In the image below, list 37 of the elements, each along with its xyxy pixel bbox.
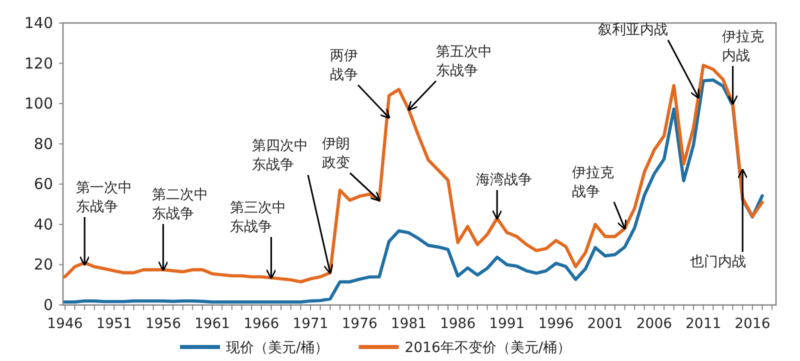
y-tick-label: 20 [34,256,53,274]
x-tick-label: 1961 [194,316,230,332]
x-tick-label: 1966 [244,316,280,332]
annotation: 也门内战 [690,254,746,270]
y-tick-label: 140 [24,14,53,32]
x-tick-label: 1996 [538,316,574,332]
annotation: 两伊战争 [330,48,358,83]
y-tick-label: 80 [34,134,53,153]
x-tick-label: 1956 [145,316,182,332]
y-tick-label: 120 [24,54,53,72]
x-tick-label: 2006 [636,316,672,332]
annotation: 叙利亚内战 [598,22,668,38]
legend-label: 现价（美元/桶） [226,340,329,356]
y-tick-label: 0 [43,296,53,314]
x-tick-label: 2001 [587,316,623,332]
legend-label: 2016年不变价（美元/桶） [404,340,572,356]
x-tick-label: 2016 [734,316,770,332]
x-tick-label: 2011 [686,316,722,332]
y-tick-label: 60 [34,175,53,194]
annotation: 海湾战争 [476,172,532,188]
x-tick-label: 1946 [47,316,83,332]
x-tick-label: 1991 [489,316,525,332]
annotation: 第五次中东战争 [436,44,492,79]
x-tick-label: 1981 [390,316,427,332]
annotation: 伊朗政变 [322,136,350,171]
x-tick-label: 1976 [342,316,378,332]
annotation: 伊拉克内战 [722,29,764,64]
y-tick-label: 40 [34,215,53,234]
annotation: 第二次中东战争 [152,187,208,222]
annotation: 第四次中东战争 [252,138,308,173]
annotation: 伊拉克战争 [572,165,614,200]
annotation: 第一次中东战争 [76,180,132,215]
x-tick-label: 1951 [96,316,132,332]
x-tick-label: 1971 [292,316,328,332]
x-tick-label: 1986 [440,316,476,332]
y-tick-label: 100 [24,94,53,113]
annotation: 第三次中东战争 [230,200,286,235]
